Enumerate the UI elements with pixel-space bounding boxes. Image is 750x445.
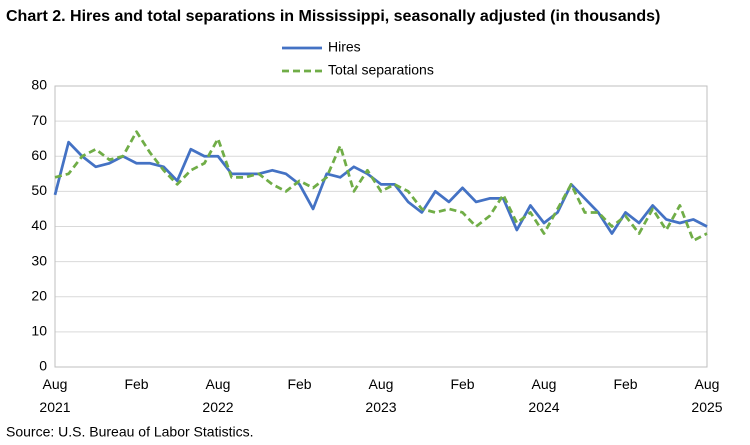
y-tick-label: 70 [31,112,47,128]
y-tick-label: 20 [31,287,47,303]
x-tick-label: Feb [450,376,474,392]
y-tick-label: 50 [31,182,47,198]
y-tick-label: 30 [31,252,47,268]
series-line [54,130,708,242]
x-tick-label: Aug 2023 [365,376,396,415]
source-note: Source: U.S. Bureau of Labor Statistics. [6,424,253,440]
y-tick-label: 80 [31,77,47,93]
y-tick-label: 10 [31,323,47,339]
x-tick-label: Aug 2025 [691,376,722,415]
legend-label: Hires [328,39,361,55]
y-tick-label: 0 [39,358,47,374]
x-tick-label: Aug 2021 [39,376,70,415]
legend-label: Total separations [328,62,434,78]
series-line [53,140,708,235]
x-tick-label: Feb [613,376,637,392]
x-tick-label: Feb [124,376,148,392]
x-tick-label: Aug 2024 [528,376,559,415]
x-tick-label: Feb [287,376,311,392]
y-tick-label: 60 [31,147,47,163]
chart-title: Chart 2. Hires and total separations in … [6,8,660,25]
y-tick-label: 40 [31,217,47,233]
x-tick-label: Aug 2022 [202,376,233,415]
